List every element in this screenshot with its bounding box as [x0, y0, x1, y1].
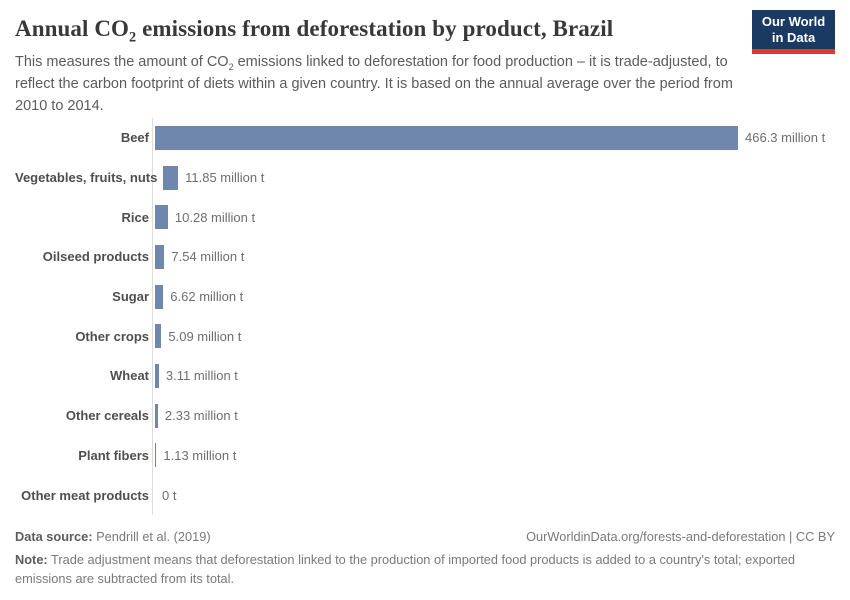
- bar-cell: 5.09 million t: [149, 324, 835, 349]
- bar-cell: 7.54 million t: [149, 244, 835, 269]
- subtitle-subscript: 2: [228, 61, 234, 72]
- value-label: 3.11 million t: [165, 368, 238, 384]
- bar-cell: 10.28 million t: [149, 205, 835, 230]
- bar-cell: 0 t: [149, 483, 835, 507]
- bar[interactable]: [155, 403, 158, 428]
- category-label: Rice: [121, 209, 149, 225]
- source-url-text[interactable]: OurWorldinData.org/forests-and-deforesta…: [526, 529, 835, 544]
- bar[interactable]: [163, 165, 179, 190]
- category-label: Oilseed products: [42, 249, 149, 265]
- bar[interactable]: [155, 205, 168, 230]
- bar-cell: 1.13 million t: [149, 443, 835, 468]
- category-label: Beef: [120, 130, 149, 146]
- chart-row: Sugar 6.62 million t: [15, 277, 835, 317]
- title-subscript: 2: [129, 29, 137, 46]
- category-label: Sugar: [112, 289, 149, 305]
- bar[interactable]: [155, 363, 159, 388]
- value-label: 5.09 million t: [168, 328, 242, 344]
- bar[interactable]: [155, 324, 162, 349]
- chart-row: Other crops 5.09 million t: [15, 316, 835, 356]
- chart-row: Plant fibers 1.13 million t: [15, 436, 835, 476]
- category-label: Plant fibers: [78, 447, 149, 463]
- value-label: 11.85 million t: [185, 170, 265, 186]
- owid-logo: Our World in Data: [752, 10, 835, 54]
- subtitle-text-cont: emissions linked to deforestation for fo…: [15, 54, 733, 114]
- source-url[interactable]: OurWorldinData.org/forests-and-deforesta…: [526, 529, 835, 544]
- bar-rows: Beef 466.3 million t Vegetables, fruits,…: [15, 118, 835, 515]
- note-text: Trade adjustment means that deforestatio…: [15, 552, 795, 586]
- bar-cell: 2.33 million t: [149, 403, 835, 428]
- note-label: Note:: [15, 552, 48, 567]
- owid-logo-line1: Our World: [761, 14, 826, 29]
- data-source-label: Data source:: [15, 529, 93, 544]
- bar[interactable]: [155, 284, 164, 309]
- bar-cell: 11.85 million t: [157, 165, 835, 190]
- value-label: 10.28 million t: [174, 209, 256, 225]
- bar-cell: 3.11 million t: [149, 363, 835, 388]
- category-label: Other cereals: [65, 408, 149, 424]
- value-label: 1.13 million t: [163, 447, 237, 463]
- bar-chart: Beef 466.3 million t Vegetables, fruits,…: [15, 118, 835, 515]
- chart-row: Wheat 3.11 million t: [15, 356, 835, 396]
- chart-row: Other cereals 2.33 million t: [15, 396, 835, 436]
- owid-logo-line2: in Data: [771, 30, 816, 45]
- chart-footer: Data source: Pendrill et al. (2019) OurW…: [15, 529, 835, 588]
- value-label: 0 t: [162, 487, 177, 503]
- value-label: 2.33 million t: [164, 408, 238, 424]
- bar[interactable]: [155, 443, 157, 468]
- chart-row: Other meat products 0 t: [15, 475, 835, 515]
- bar-cell: 466.3 million t: [149, 125, 835, 150]
- category-label: Wheat: [110, 368, 149, 384]
- chart-row: Beef 466.3 million t: [15, 118, 835, 158]
- bar[interactable]: [155, 125, 738, 150]
- chart-header: Annual CO2 emissions from deforestation …: [15, 16, 740, 117]
- category-label: Vegetables, fruits, nuts: [15, 170, 158, 186]
- value-label: 7.54 million t: [171, 249, 245, 265]
- data-source: Data source: Pendrill et al. (2019): [15, 529, 211, 544]
- page-title: Annual CO2 emissions from deforestation …: [15, 16, 740, 45]
- category-label: Other crops: [75, 328, 149, 344]
- title-text-cont: emissions from deforestation by product,…: [136, 16, 614, 41]
- y-axis-line: [152, 118, 153, 515]
- data-source-value: Pendrill et al. (2019): [92, 529, 211, 544]
- bar-cell: 6.62 million t: [149, 284, 835, 309]
- chart-subtitle: This measures the amount of CO2 emission…: [15, 51, 739, 117]
- subtitle-text: This measures the amount of CO: [15, 54, 229, 70]
- title-text: Annual CO: [15, 16, 130, 41]
- chart-row: Vegetables, fruits, nuts 11.85 million t: [15, 158, 835, 198]
- chart-row: Oilseed products 7.54 million t: [15, 237, 835, 277]
- chart-note: Note: Trade adjustment means that defore…: [15, 551, 835, 588]
- source-row: Data source: Pendrill et al. (2019) OurW…: [15, 529, 835, 544]
- category-label: Other meat products: [21, 487, 149, 503]
- value-label: 466.3 million t: [745, 130, 826, 146]
- bar[interactable]: [155, 244, 165, 269]
- value-label: 6.62 million t: [170, 289, 244, 305]
- chart-row: Rice 10.28 million t: [15, 197, 835, 237]
